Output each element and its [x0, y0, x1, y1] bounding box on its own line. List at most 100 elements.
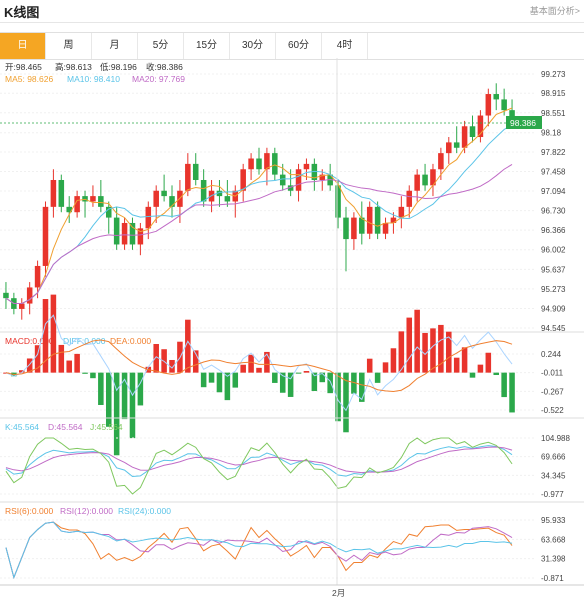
candle-body	[398, 206, 405, 218]
price-axis: 99.273 98.915 98.551 98.18 97.822 97.458 97.09…	[541, 70, 566, 333]
macd-bar	[153, 344, 159, 373]
candles	[3, 83, 515, 320]
j-label: J:45.564	[90, 422, 123, 432]
macd-bar	[216, 372, 223, 393]
tab-30min[interactable]: 30分	[230, 33, 276, 59]
candle-body	[469, 126, 476, 138]
candle-body	[50, 179, 57, 207]
close-label: 收:98.386	[146, 62, 183, 72]
dea-line	[5, 339, 513, 393]
macd-bar	[406, 317, 413, 373]
candle-body	[406, 190, 413, 207]
tab-60min[interactable]: 60分	[276, 33, 322, 59]
macd-bar	[374, 372, 381, 383]
rsi-lines	[5, 521, 513, 580]
candle-body	[422, 174, 428, 186]
macd-bar	[343, 372, 349, 433]
kdj-tick-label: 104.988	[541, 434, 570, 443]
price-tick-label: 98.915	[541, 89, 566, 98]
macd-bar	[248, 354, 254, 373]
current-price-badge	[506, 116, 542, 129]
rsi-tick-label: 31.398	[541, 555, 566, 564]
price-tick-label: 95.637	[541, 265, 566, 274]
candle-body	[200, 179, 207, 202]
candle-body	[272, 153, 278, 175]
open-label: 开:98.465	[5, 62, 42, 72]
macd-bar	[185, 319, 191, 373]
candle-body	[105, 206, 112, 218]
macd-bar	[311, 372, 318, 391]
ma20-label: MA20: 97.769	[132, 74, 185, 84]
candle-body	[98, 196, 104, 207]
macd-bar	[477, 364, 484, 373]
kdj-lines	[5, 437, 513, 495]
macd-bar	[272, 372, 278, 383]
macd-bar	[50, 294, 57, 373]
candle-body	[113, 217, 120, 245]
candle-body	[311, 163, 318, 180]
macd-bar	[501, 372, 507, 398]
kdj-grid: 104.988 69.666 34.345 -0.977	[0, 434, 570, 499]
macd-bar	[42, 299, 49, 373]
candle-body	[359, 217, 365, 234]
macd-bar	[264, 351, 270, 373]
ma5-line	[5, 107, 513, 305]
candle-body	[303, 163, 310, 170]
tab-month[interactable]: 月	[92, 33, 138, 59]
candle-body	[279, 174, 286, 186]
d-line	[5, 446, 513, 474]
candle-body	[42, 206, 49, 266]
rsi-tick-label: 95.933	[541, 516, 566, 525]
candle-body	[90, 196, 96, 202]
macd-bar	[430, 328, 436, 373]
rsi6-line	[5, 521, 513, 580]
candle-body	[185, 163, 191, 191]
macd-bar	[58, 344, 65, 373]
candle-body	[390, 217, 397, 223]
candle-body	[493, 94, 499, 100]
kdj-tick-label: -0.977	[541, 490, 564, 499]
rsi-grid: 95.933 63.668 31.398 -0.871	[0, 516, 566, 583]
macd-bar	[469, 372, 476, 378]
macd-bar	[129, 372, 136, 439]
macd-bar	[327, 372, 333, 394]
tab-5min[interactable]: 5分	[138, 33, 184, 59]
tab-day[interactable]: 日	[0, 33, 46, 59]
macd-bar	[438, 324, 444, 373]
macd-bar	[398, 331, 405, 373]
candlestick-chart[interactable]: 开:98.465 高:98.613 低:98.196 收:98.386 MA5:…	[0, 58, 584, 600]
macd-bar	[121, 372, 128, 420]
tab-week[interactable]: 周	[46, 33, 92, 59]
rsi24-label: RSI(24):0.000	[118, 506, 171, 516]
candle-body	[327, 174, 333, 186]
price-grid	[0, 73, 536, 329]
price-tick-label: 96.002	[541, 246, 566, 255]
macd-bar	[366, 358, 373, 373]
candle-body	[224, 196, 231, 202]
macd-bar	[19, 370, 25, 373]
candle-body	[382, 222, 389, 234]
candle-body	[343, 217, 349, 240]
macd-bar	[303, 371, 310, 373]
high-label: 高:98.613	[55, 62, 92, 72]
macd-bar	[169, 359, 175, 373]
price-tick-label: 94.545	[541, 324, 566, 333]
candle-body	[145, 206, 152, 229]
macd-tick-label: -0.267	[541, 387, 564, 396]
macd-bar	[74, 353, 80, 373]
k-label: K:45.564	[5, 422, 39, 432]
candle-body	[256, 158, 262, 170]
macd-bar	[335, 372, 341, 422]
top-bar: K线图 基本面分析>	[0, 0, 584, 23]
tab-4hour[interactable]: 4时	[322, 33, 368, 59]
tab-15min[interactable]: 15分	[184, 33, 230, 59]
macd-bar	[98, 372, 104, 405]
candle-body	[248, 158, 254, 170]
macd-bar	[390, 348, 397, 373]
j-line	[5, 437, 513, 495]
fundamental-analysis-link[interactable]: 基本面分析>	[529, 6, 580, 16]
macd-bar	[82, 372, 88, 374]
candle-body	[295, 169, 302, 191]
macd-tick-label: 0.244	[541, 350, 562, 359]
k-line	[5, 445, 513, 478]
